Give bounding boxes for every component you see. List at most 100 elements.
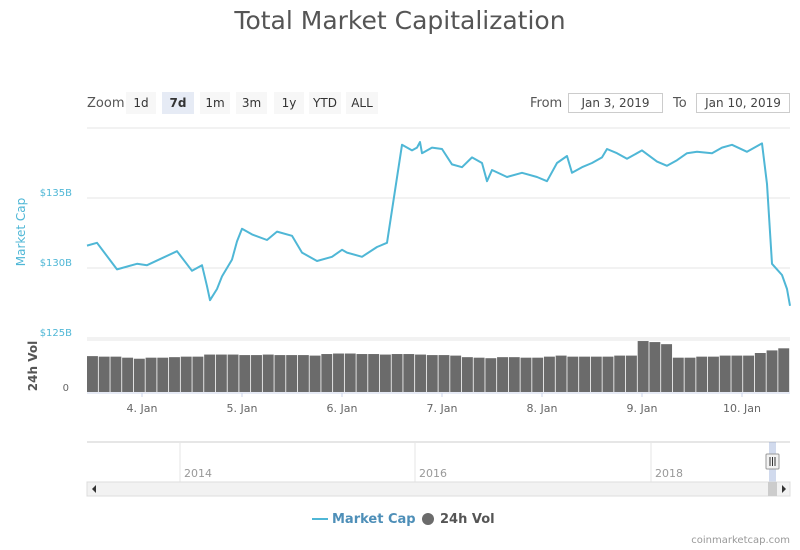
navigator: 2014 2016 2018 [86, 441, 791, 497]
credits-link[interactable]: coinmarketcap.com [691, 535, 790, 546]
volume-bar [403, 354, 415, 392]
scrollbar-track [86, 481, 791, 497]
legend-item-24h-vol[interactable]: 24h Vol [422, 512, 495, 528]
volume-bar [637, 341, 649, 392]
y-tick-label: $130B [40, 258, 72, 269]
volume-bar [778, 348, 790, 392]
volume-bar [321, 354, 333, 392]
legend-item-market-cap[interactable]: Market Cap [312, 512, 416, 528]
zoom-1d-button[interactable]: 1d [126, 92, 156, 114]
volume-bar [110, 356, 122, 392]
volume-bar [239, 355, 251, 392]
volume-bar [473, 357, 485, 392]
volume-bar [602, 356, 614, 392]
volume-bar [450, 355, 462, 392]
zoom-label: Zoom [87, 96, 125, 111]
volume-bar [426, 355, 438, 392]
volume-bar [133, 358, 145, 392]
zoom-ytd-button[interactable]: YTD [309, 92, 341, 114]
volume-bar [368, 354, 380, 392]
x-tick-label: 8. Jan [527, 402, 558, 415]
legend-label-24h-vol: 24h Vol [440, 512, 495, 527]
grid-lines [87, 127, 790, 341]
volume-bar [567, 356, 579, 392]
volume-bar [379, 354, 391, 392]
volume-bar [145, 357, 157, 392]
volume-bar [356, 354, 368, 392]
scroll-right-icon [782, 485, 786, 493]
volume-bar [461, 357, 473, 392]
range-from-label: From [530, 96, 563, 111]
volume-bar [661, 344, 673, 392]
volume-bar [286, 355, 298, 392]
range-to-input[interactable] [696, 93, 790, 113]
volume-bar [87, 356, 98, 392]
volume-bar [766, 350, 778, 392]
scrollbar-thumb [768, 482, 777, 496]
y-tick-label: $135B [40, 188, 72, 199]
volume-bar [684, 357, 696, 392]
volume-bar [520, 357, 532, 392]
zoom-3m-button[interactable]: 3m [236, 92, 267, 114]
zoom-1m-button[interactable]: 1m [200, 92, 230, 114]
volume-bar [497, 357, 508, 392]
volume-bar [579, 356, 591, 392]
volume-bar [625, 355, 637, 392]
volume-bar [719, 355, 731, 392]
x-tick-label: 5. Jan [227, 402, 258, 415]
x-tick-label: 6. Jan [327, 402, 358, 415]
volume-bar [614, 355, 626, 392]
volume-bar [754, 353, 766, 392]
volume-bar [532, 357, 544, 392]
volume-bar [707, 356, 719, 392]
volume-bar [590, 356, 602, 392]
volume-bar [157, 357, 169, 392]
range-from-input[interactable] [568, 93, 663, 113]
volume-bar [309, 355, 321, 392]
volume-bar [192, 356, 204, 392]
volume-bar [262, 354, 274, 392]
navigator-year-label: 2018 [655, 467, 683, 480]
volume-bar [485, 358, 497, 392]
volume-bar [649, 342, 661, 392]
volume-tick-label: 0 [63, 383, 69, 394]
volume-bar [251, 355, 262, 392]
volume-bar [391, 354, 403, 392]
line-symbol-icon [312, 517, 328, 520]
volume-bar [672, 357, 684, 392]
zoom-all-button[interactable]: ALL [346, 92, 378, 114]
volume-bar [696, 356, 708, 392]
dot-symbol-icon [422, 512, 434, 525]
volume-bar [731, 355, 743, 392]
volume-bar [743, 355, 755, 392]
volume-bar [297, 355, 309, 392]
x-tick-label: 9. Jan [627, 402, 658, 415]
navigator-year-label: 2014 [184, 467, 212, 480]
axes: $135B $130B $125B Market Cap 24h Vol 0 4. Jan 5… [14, 188, 790, 415]
volume-bar [333, 353, 344, 392]
volume-bar [180, 356, 192, 392]
volume-bar [122, 357, 134, 392]
volume-bar [204, 354, 216, 392]
volume-bar [227, 354, 239, 392]
chart-title: Total Market Capitalization [234, 6, 566, 35]
legend-label-market-cap: Market Cap [332, 512, 416, 527]
volume-axis-title: 24h Vol [26, 341, 40, 391]
volume-bar [438, 355, 450, 392]
volume-bar [274, 355, 286, 392]
range-to-label: To [673, 96, 687, 111]
zoom-1y-button[interactable]: 1y [274, 92, 304, 114]
volume-bar [215, 354, 227, 392]
volume-bar [543, 356, 555, 392]
volume-bar [555, 355, 567, 392]
volume-bar [508, 357, 520, 392]
y-tick-label: $125B [40, 328, 72, 339]
scroll-left-icon [92, 485, 96, 493]
y-axis-title: Market Cap [14, 198, 28, 266]
x-tick-label: 7. Jan [427, 402, 458, 415]
volume-bar [169, 357, 180, 392]
zoom-7d-button[interactable]: 7d [162, 92, 194, 114]
volume-bar [344, 353, 356, 392]
x-tick-label: 10. Jan [723, 402, 761, 415]
